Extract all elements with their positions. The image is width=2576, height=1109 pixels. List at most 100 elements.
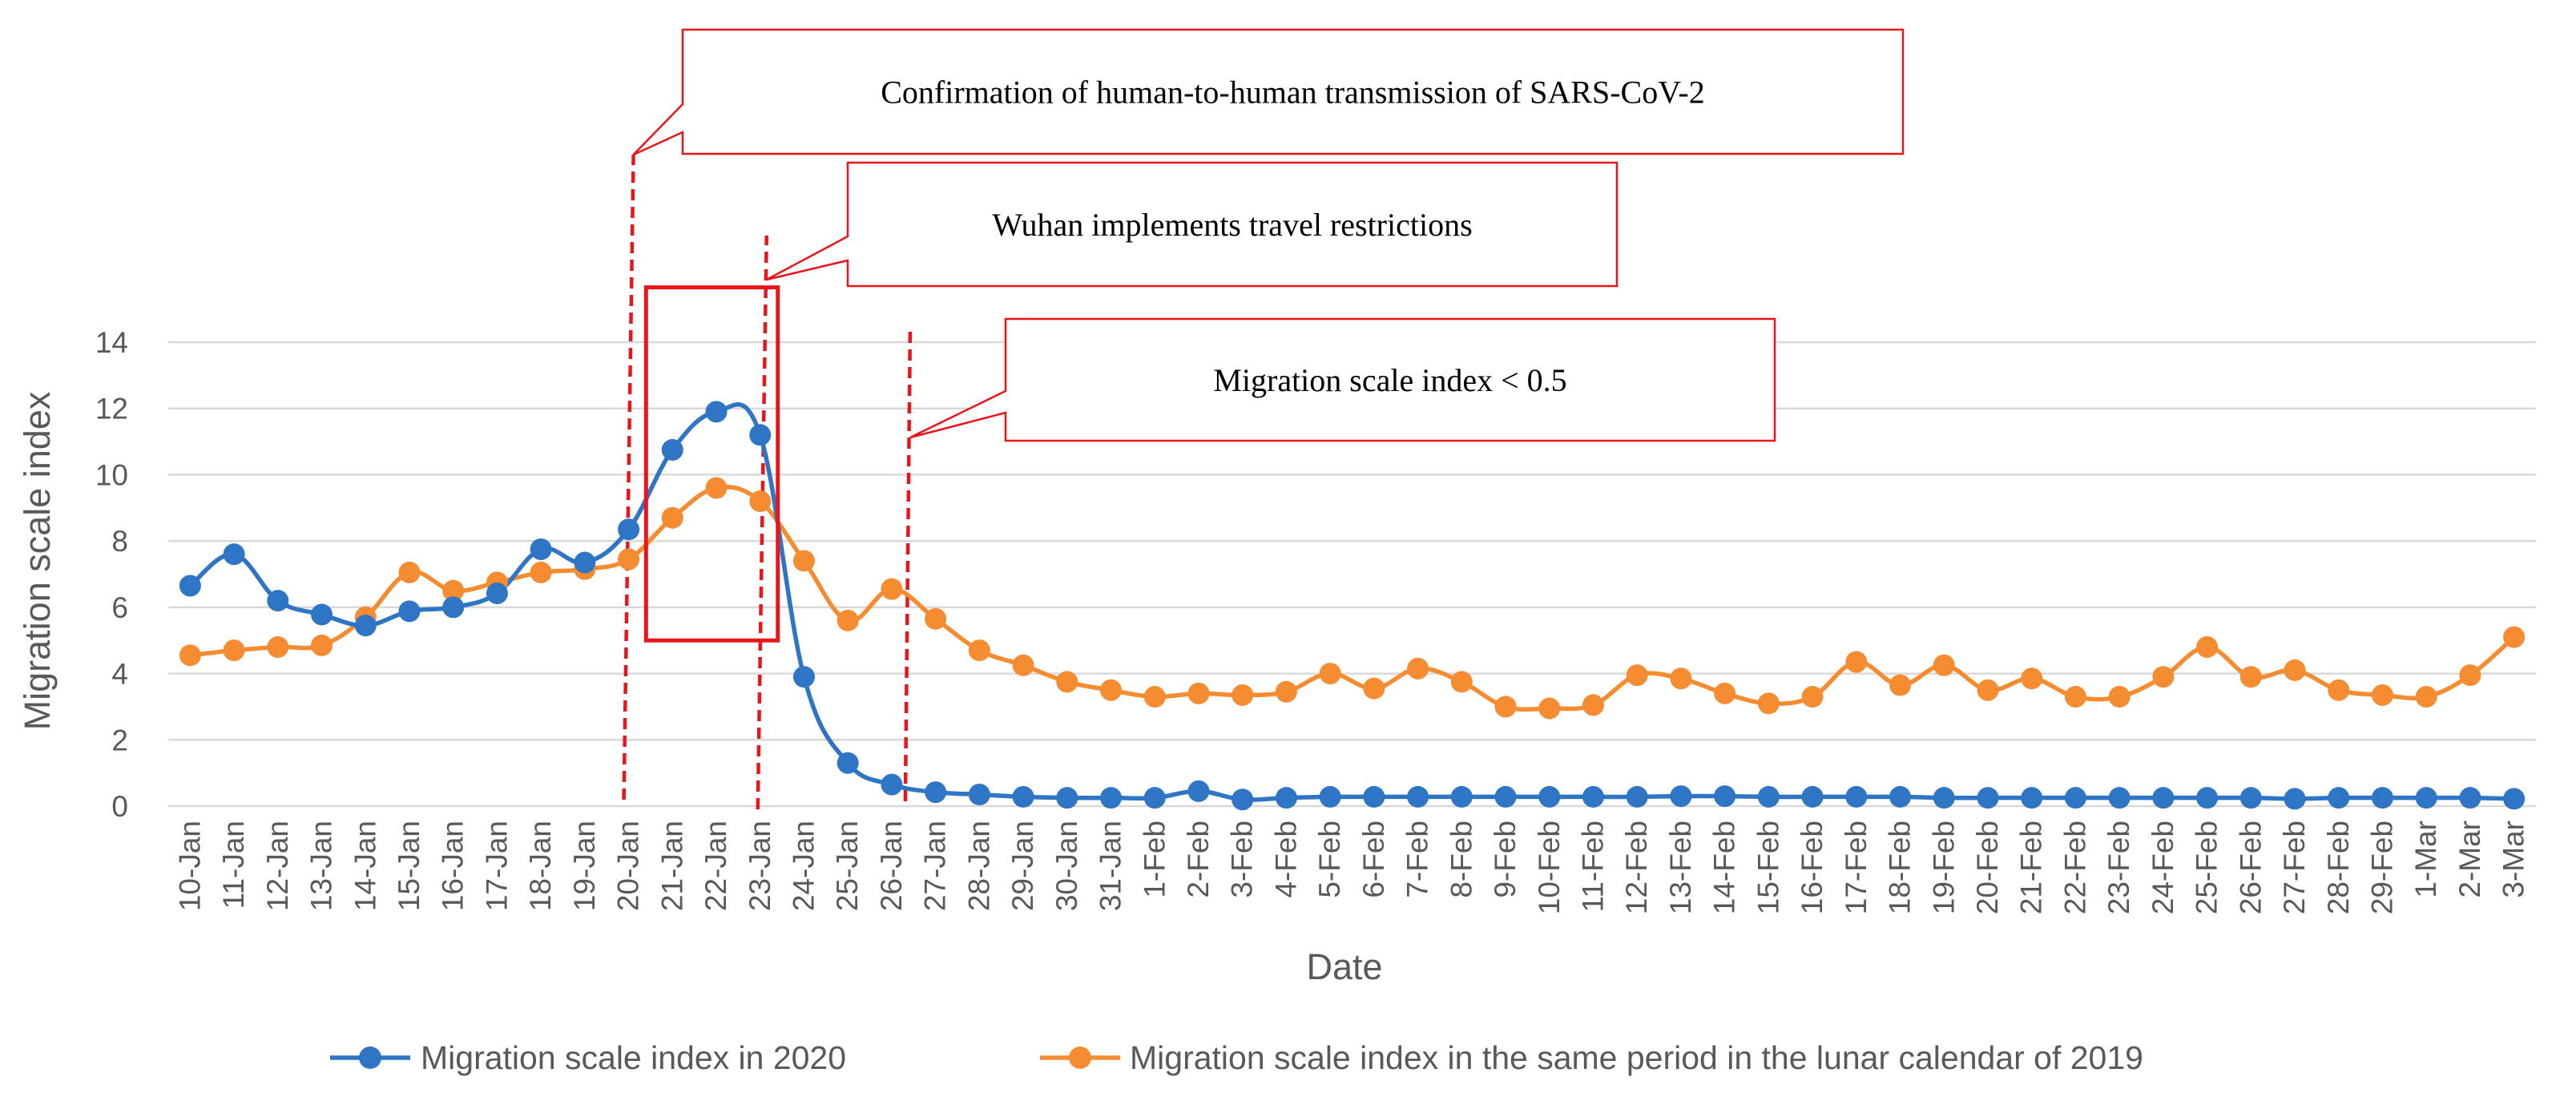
data-point-2019 bbox=[1407, 657, 1429, 680]
legend-marker-2019 bbox=[1069, 1046, 1091, 1069]
x-tick-label: 23-Jan bbox=[744, 821, 776, 911]
x-tick-label: 29-Feb bbox=[2365, 821, 2398, 914]
data-point-2019 bbox=[705, 477, 728, 499]
data-point-2019 bbox=[1100, 679, 1123, 701]
data-point-2020 bbox=[1012, 785, 1034, 808]
data-point-2020 bbox=[2108, 787, 2131, 809]
x-tick-label: 25-Jan bbox=[831, 821, 864, 911]
data-point-2019 bbox=[1889, 674, 1912, 696]
legend-item-2020: Migration scale index in 2020 bbox=[330, 1039, 846, 1076]
callout-text-index-threshold: Migration scale index < 0.5 bbox=[1213, 362, 1566, 398]
series-points bbox=[179, 401, 2526, 811]
y-tick-label: 6 bbox=[111, 591, 128, 624]
data-point-2019 bbox=[2328, 679, 2350, 701]
data-point-2019 bbox=[881, 578, 903, 600]
x-tick-label: 21-Feb bbox=[2015, 821, 2048, 914]
data-point-2020 bbox=[1056, 787, 1078, 809]
x-tick-label: 10-Feb bbox=[1533, 821, 1566, 914]
data-point-2019 bbox=[2371, 684, 2393, 706]
data-point-2019 bbox=[2459, 664, 2481, 687]
marker-line-transmission bbox=[622, 154, 635, 800]
data-point-2019 bbox=[1670, 667, 1692, 690]
x-tick-label: 15-Jan bbox=[393, 821, 425, 911]
x-tick-label: 20-Feb bbox=[1971, 821, 2004, 914]
callout-index-threshold: Migration scale index < 0.5 bbox=[909, 317, 1776, 442]
data-point-2020 bbox=[1670, 785, 1692, 808]
x-tick-label: 24-Jan bbox=[787, 821, 820, 911]
data-point-2020 bbox=[661, 438, 683, 461]
data-point-2020 bbox=[1319, 785, 1341, 808]
x-tick-label: 16-Jan bbox=[437, 821, 470, 911]
data-point-2019 bbox=[1056, 671, 1078, 693]
x-tick-label: 11-Feb bbox=[1576, 821, 1609, 913]
data-point-2020 bbox=[881, 773, 903, 796]
x-tick-label: 13-Feb bbox=[1664, 821, 1697, 914]
data-point-2020 bbox=[2371, 787, 2393, 809]
data-point-2019 bbox=[1275, 680, 1297, 703]
data-point-2020 bbox=[179, 575, 201, 597]
data-point-2019 bbox=[2196, 635, 2219, 658]
data-point-2019 bbox=[2021, 667, 2043, 690]
data-point-2020 bbox=[2328, 787, 2350, 809]
data-point-2020 bbox=[2239, 787, 2262, 809]
x-tick-label: 26-Jan bbox=[875, 821, 908, 911]
x-tick-label: 3-Mar bbox=[2497, 821, 2530, 898]
data-point-2019 bbox=[1845, 651, 1868, 673]
data-point-2019 bbox=[925, 607, 947, 630]
x-tick-label: 2-Feb bbox=[1182, 821, 1215, 898]
legend-label-2020: Migration scale index in 2020 bbox=[421, 1039, 846, 1076]
data-point-2020 bbox=[223, 543, 245, 566]
data-point-2019 bbox=[618, 548, 640, 571]
x-tick-label: 14-Jan bbox=[349, 821, 381, 911]
data-point-2020 bbox=[2064, 787, 2086, 809]
data-point-2019 bbox=[1933, 654, 1955, 676]
callout-text-travel-restrictions: Wuhan implements travel restrictions bbox=[992, 207, 1472, 243]
data-point-2020 bbox=[398, 600, 421, 623]
data-point-2019 bbox=[1494, 696, 1517, 718]
marker-line-travel-restrictions bbox=[756, 235, 768, 810]
x-axis-title: Date bbox=[1306, 946, 1382, 987]
y-tick-label: 12 bbox=[95, 393, 128, 425]
y-tick-label: 14 bbox=[95, 326, 128, 359]
data-point-2020 bbox=[2196, 787, 2219, 809]
data-point-2020 bbox=[1407, 785, 1429, 808]
data-point-2020 bbox=[442, 596, 465, 619]
x-tick-label: 20-Jan bbox=[612, 821, 645, 911]
x-tick-label: 26-Feb bbox=[2234, 821, 2267, 914]
data-point-2019 bbox=[311, 634, 333, 656]
y-tick-label: 4 bbox=[111, 658, 128, 691]
callout-box-travel-restrictions bbox=[766, 161, 1619, 288]
data-point-2020 bbox=[2021, 787, 2043, 809]
x-tick-label: 4-Feb bbox=[1269, 821, 1302, 898]
data-point-2020 bbox=[2503, 788, 2526, 810]
data-point-2019 bbox=[1012, 654, 1034, 676]
data-point-2019 bbox=[2284, 659, 2306, 681]
callout-box-transmission bbox=[632, 28, 1905, 156]
x-tick-label: 28-Feb bbox=[2322, 821, 2355, 914]
x-tick-label: 18-Feb bbox=[1884, 821, 1917, 914]
data-point-2019 bbox=[267, 635, 289, 658]
data-point-2020 bbox=[1889, 785, 1912, 808]
data-point-2020 bbox=[836, 752, 859, 774]
callout-text-transmission: Confirmation of human-to-human transmiss… bbox=[881, 75, 1704, 111]
legend-label-2019: Migration scale index in the same period… bbox=[1130, 1039, 2143, 1076]
data-point-2020 bbox=[618, 518, 640, 541]
x-axis-ticks: 10-Jan 11-Jan 12-Jan 13-Jan 14-Jan 15-Jan 16-J… bbox=[173, 821, 2530, 914]
y-axis-title: Migration scale index bbox=[17, 391, 58, 730]
data-point-2019 bbox=[442, 579, 465, 602]
data-point-2020 bbox=[792, 666, 815, 688]
data-point-2020 bbox=[1363, 785, 1385, 808]
data-point-2020 bbox=[1494, 785, 1517, 808]
x-tick-label: 14-Feb bbox=[1708, 821, 1741, 914]
data-point-2020 bbox=[1275, 787, 1297, 809]
data-point-2020 bbox=[1714, 785, 1736, 808]
data-point-2019 bbox=[1757, 692, 1780, 715]
data-point-2019 bbox=[1363, 677, 1385, 700]
data-point-2020 bbox=[1933, 787, 1955, 809]
data-point-2020 bbox=[1845, 785, 1868, 808]
x-tick-label: 19-Jan bbox=[568, 821, 601, 911]
data-point-2020 bbox=[311, 603, 333, 626]
data-point-2020 bbox=[574, 551, 596, 574]
y-tick-label: 8 bbox=[111, 525, 128, 558]
